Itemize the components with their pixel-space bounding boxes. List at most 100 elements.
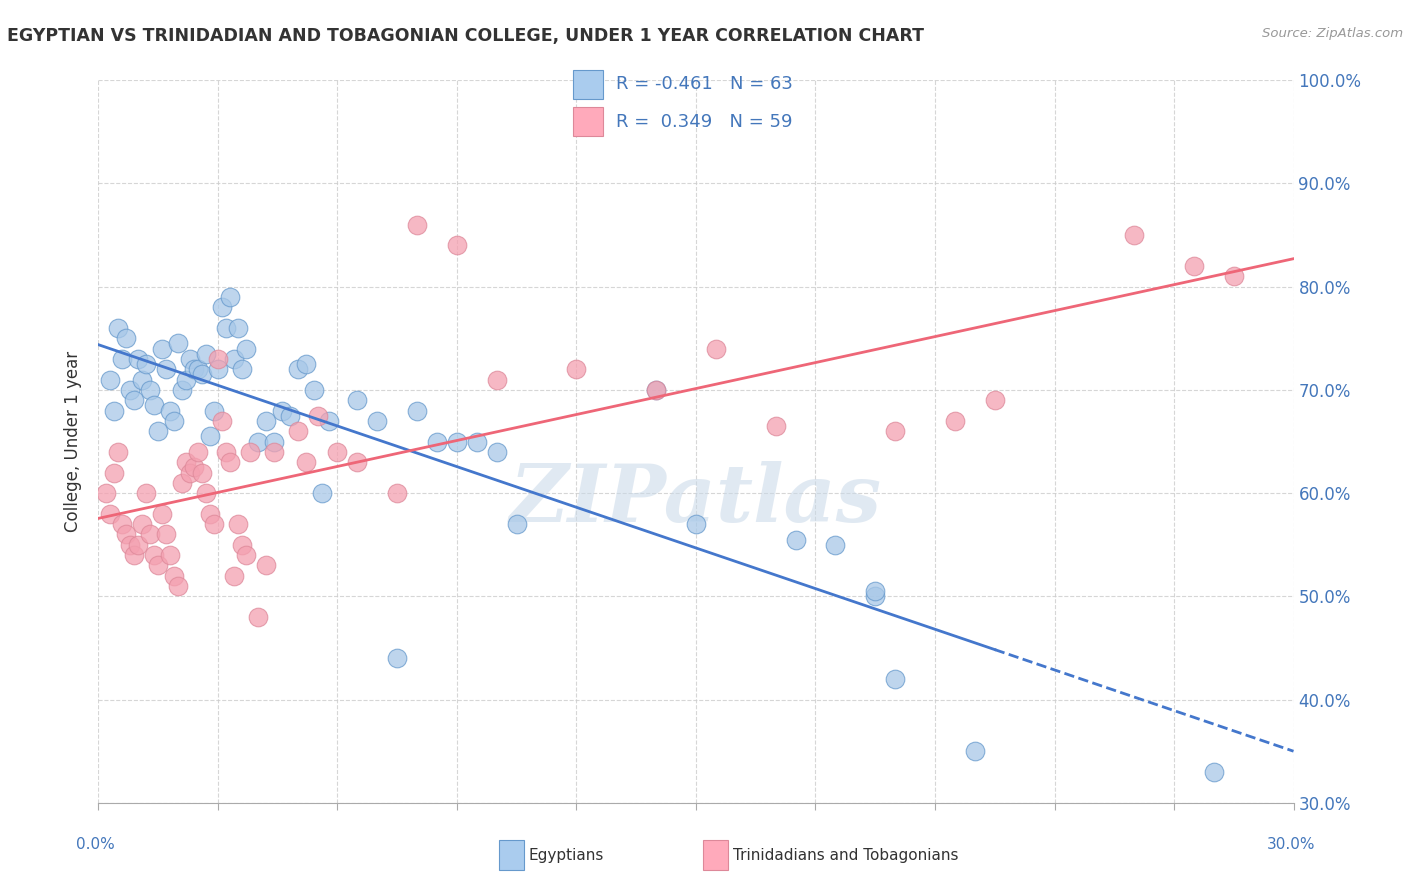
Point [127,538,149,552]
Point [366,414,388,428]
Point [865,584,887,599]
Text: 30.0%: 30.0% [1267,837,1315,852]
Point [254,414,277,428]
Point [207,362,229,376]
Point [155,362,177,376]
Point [143,398,166,412]
Point [96,486,118,500]
Point [226,321,249,335]
Point [150,342,173,356]
Point [246,434,269,449]
Point [207,351,229,366]
Point [107,321,129,335]
Point [131,517,153,532]
Point [172,383,194,397]
Point [107,445,129,459]
Point [235,342,257,356]
Point [148,558,170,573]
Point [311,486,333,500]
Point [231,538,253,552]
Point [246,610,269,624]
Point [294,455,316,469]
Point [1202,764,1225,779]
Bar [572,107,603,136]
Point [127,351,149,366]
Point [485,445,508,459]
Point [111,351,134,366]
Point [120,538,142,552]
Point [294,357,316,371]
Point [179,466,201,480]
Y-axis label: College, Under 1 year: College, Under 1 year [65,351,83,533]
Text: R = -0.461   N = 63: R = -0.461 N = 63 [616,75,793,93]
Point [385,651,409,665]
Point [167,336,190,351]
Point [215,445,238,459]
Point [98,373,122,387]
Point [187,445,209,459]
Point [307,409,329,423]
Point [183,362,205,376]
Point [143,548,166,562]
Point [302,383,325,397]
Point [115,331,138,345]
Point [446,434,468,449]
Point [174,373,197,387]
Point [191,368,214,382]
Point [103,403,125,417]
Point [135,486,157,500]
Text: ZIPatlas: ZIPatlas [510,460,882,538]
Point [226,517,249,532]
Point [406,403,429,417]
Point [131,373,153,387]
Point [124,393,146,408]
Point [963,744,986,758]
Point [645,383,668,397]
Point [446,238,468,252]
Point [103,466,125,480]
Point [884,672,907,686]
Point [191,466,214,480]
Point [159,403,181,417]
Point [824,538,846,552]
Point [865,590,887,604]
Point [179,351,201,366]
Point [120,383,142,397]
Point [172,475,194,490]
Point [406,218,429,232]
Point [263,434,285,449]
Point [254,558,277,573]
Point [135,357,157,371]
Point [159,548,181,562]
Point [163,414,186,428]
Point [235,548,257,562]
Point [202,517,225,532]
Point [231,362,253,376]
Point [1123,228,1146,243]
Point [1223,269,1246,284]
Point [150,507,173,521]
Point [884,424,907,438]
Point [219,290,242,304]
Point [287,424,309,438]
Point [346,393,368,408]
Point [222,351,245,366]
Text: Source: ZipAtlas.com: Source: ZipAtlas.com [1263,27,1403,40]
Text: R =  0.349   N = 59: R = 0.349 N = 59 [616,113,793,131]
Text: EGYPTIAN VS TRINIDADIAN AND TOBAGONIAN COLLEGE, UNDER 1 YEAR CORRELATION CHART: EGYPTIAN VS TRINIDADIAN AND TOBAGONIAN C… [7,27,924,45]
Point [183,460,205,475]
Point [124,548,146,562]
Text: 0.0%: 0.0% [76,837,115,852]
Point [465,434,488,449]
Point [211,301,233,315]
Point [506,517,529,532]
Point [98,507,122,521]
Point [984,393,1007,408]
Point [485,373,508,387]
Point [111,517,134,532]
Point [202,403,225,417]
Text: Trinidadians and Tobagonians: Trinidadians and Tobagonians [733,848,957,863]
Point [426,434,449,449]
Point [346,455,368,469]
Point [155,527,177,541]
